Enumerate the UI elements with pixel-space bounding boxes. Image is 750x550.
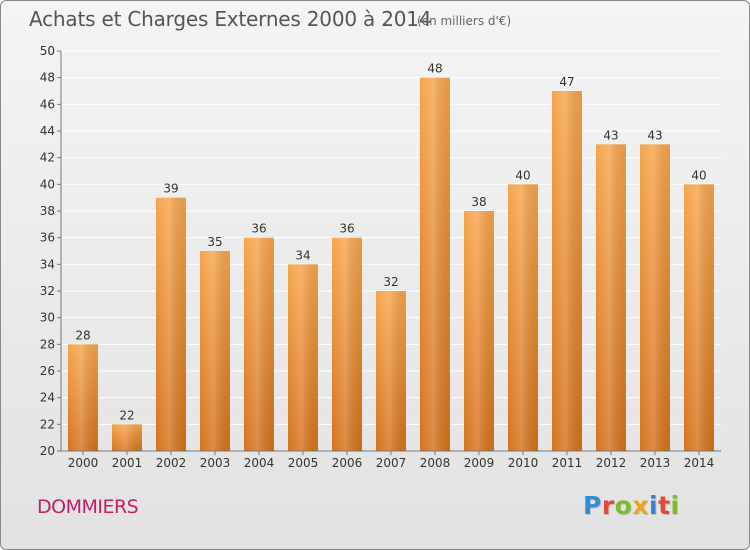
x-tick-label: 2011 (552, 456, 583, 470)
data-label: 38 (471, 195, 486, 209)
x-tick-label: 2006 (332, 456, 363, 470)
y-tick-label: 48 (40, 71, 55, 85)
brand-letter: i (670, 491, 680, 520)
data-label: 28 (75, 328, 90, 342)
y-tick-label: 32 (40, 284, 55, 298)
y-tick-label: 50 (40, 44, 55, 58)
data-label: 22 (119, 408, 134, 422)
bar-shine (112, 424, 142, 451)
bar-shine (684, 184, 714, 452)
proxiti-logo[interactable]: Proxiti (583, 491, 680, 520)
y-tick-label: 26 (40, 364, 55, 378)
data-label: 36 (339, 222, 354, 236)
brand-letter: o (614, 491, 633, 520)
x-tick-label: 2005 (288, 456, 319, 470)
y-tick-label: 44 (40, 124, 55, 138)
y-tick-label: 20 (40, 444, 55, 458)
data-label: 48 (427, 62, 442, 76)
x-tick-label: 2013 (640, 456, 671, 470)
bar-shine (156, 197, 186, 451)
x-tick-label: 2003 (200, 456, 231, 470)
bar-shine (332, 237, 362, 451)
x-tick-label: 2002 (156, 456, 187, 470)
y-tick-label: 46 (40, 97, 55, 111)
data-label: 40 (515, 168, 530, 182)
data-label: 32 (383, 275, 398, 289)
brand-letter: P (583, 491, 602, 520)
chart-subtitle: (en milliers d'€) (417, 14, 512, 28)
axes: 20 22 24 26 28 30 32 34 36 38 40 42 44 46 48 50 2000 2001… (40, 44, 721, 470)
bars (68, 77, 714, 452)
y-tick-label: 22 (40, 417, 55, 431)
data-label: 40 (691, 168, 706, 182)
bar-shine (640, 144, 670, 452)
y-tick-label: 36 (40, 231, 55, 245)
bar-shine (200, 251, 230, 451)
x-tick-label: 2008 (420, 456, 451, 470)
x-tick-label: 2014 (684, 456, 715, 470)
y-tick-label: 30 (40, 311, 55, 325)
y-tick-label: 28 (40, 337, 55, 351)
data-label: 34 (295, 248, 310, 262)
bar-shine (596, 144, 626, 452)
y-tick-label: 42 (40, 151, 55, 165)
bar-shine (464, 211, 494, 451)
bar-shine (376, 291, 406, 451)
x-tick-label: 2001 (112, 456, 143, 470)
y-tick-label: 24 (40, 391, 55, 405)
y-tick-label: 34 (40, 257, 55, 271)
x-tick-label: 2009 (464, 456, 495, 470)
data-label: 43 (647, 128, 662, 142)
data-label: 43 (603, 128, 618, 142)
bar-shine (68, 344, 98, 451)
x-tick-label: 2004 (244, 456, 275, 470)
data-label: 35 (207, 235, 222, 249)
data-label: 39 (163, 182, 178, 196)
bar-shine (552, 91, 582, 451)
brand-letter: r (601, 491, 615, 520)
bar-shine (244, 237, 274, 451)
data-label: 47 (559, 75, 574, 89)
x-tick-label: 2000 (68, 456, 99, 470)
brand-letter: x (632, 491, 649, 520)
chart-title: Achats et Charges Externes 2000 à 2014 (29, 7, 432, 31)
bar-shine (420, 77, 450, 452)
x-tick-label: 2007 (376, 456, 407, 470)
y-tick-label: 40 (40, 177, 55, 191)
y-tick-label: 38 (40, 204, 55, 218)
x-tick-label: 2010 (508, 456, 539, 470)
x-tick-label: 2012 (596, 456, 627, 470)
brand-letter: i (649, 491, 659, 520)
data-labels: 28 22 39 35 36 34 36 32 48 38 40 47 43 43 40 (75, 62, 706, 423)
bar-shine (508, 184, 538, 452)
brand-letter: t (658, 491, 671, 520)
bar-shine (288, 264, 318, 451)
data-label: 36 (251, 222, 266, 236)
commune-name: DOMMIERS (37, 496, 139, 518)
